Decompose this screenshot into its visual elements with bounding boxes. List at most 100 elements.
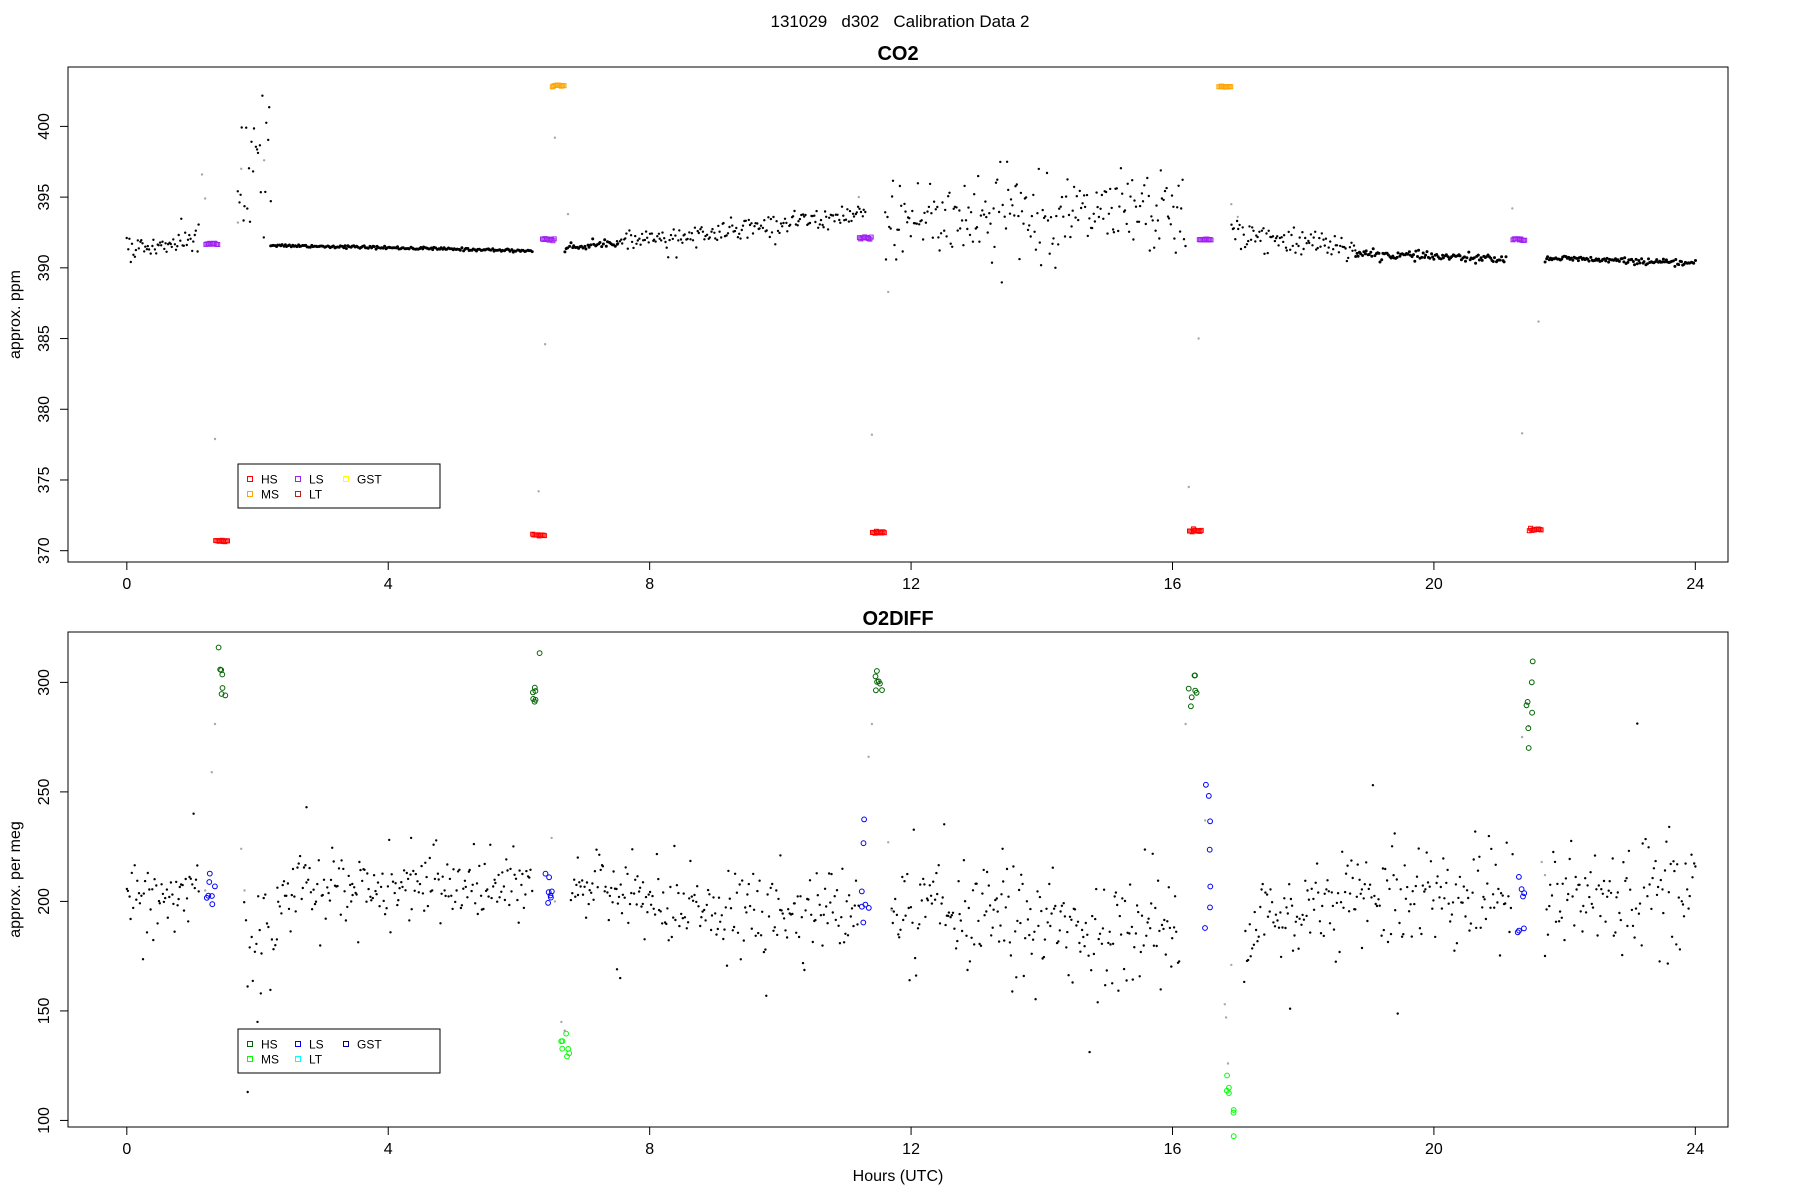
ambient-point: [409, 836, 413, 840]
transition-point: [537, 490, 540, 493]
ambient-point: [329, 878, 333, 882]
ambient-point: [756, 889, 759, 893]
ambient-point: [1681, 903, 1685, 906]
ambient-point: [786, 230, 789, 233]
calibration-point-hs: [531, 698, 538, 705]
ambient-point: [188, 233, 191, 237]
ambient-point: [1395, 878, 1399, 881]
ambient-point: [1403, 864, 1406, 867]
ambient-point: [1591, 906, 1595, 909]
ambient-point: [1377, 251, 1381, 255]
y-tick-label: 395: [36, 184, 53, 211]
ambient-point: [657, 877, 660, 881]
ambient-point: [1378, 260, 1382, 264]
ambient-point: [129, 260, 132, 264]
ambient-point: [683, 916, 687, 919]
ambient-point: [281, 883, 284, 887]
ambient-point: [1671, 259, 1675, 263]
ambient-point: [1068, 915, 1072, 918]
ambient-point: [1017, 888, 1021, 892]
ambient-point: [398, 887, 401, 890]
calibration-point-ls: [1514, 929, 1521, 936]
ambient-point: [1096, 205, 1099, 209]
ambient-point: [501, 871, 504, 874]
ambient-point: [1079, 950, 1082, 953]
ambient-point: [1323, 244, 1327, 247]
ambient-point: [258, 928, 261, 932]
ambient-point: [1131, 179, 1134, 182]
ambient-point: [685, 927, 688, 930]
ambient-point: [927, 205, 931, 209]
ambient-point: [184, 231, 187, 234]
ambient-point: [1174, 251, 1178, 254]
ambient-point: [1682, 915, 1686, 918]
ambient-point: [999, 924, 1002, 927]
ambient-point: [1305, 242, 1308, 245]
ambient-point: [837, 924, 840, 927]
ambient-point: [160, 883, 163, 886]
legend-marker: [247, 1041, 253, 1047]
ambient-point: [250, 935, 253, 939]
ambient-point: [693, 226, 697, 229]
transition-point: [1230, 203, 1233, 206]
ambient-point: [960, 219, 964, 222]
ambient-point: [620, 912, 624, 915]
ambient-point: [647, 241, 650, 244]
ambient-point: [349, 883, 352, 887]
ambient-point: [912, 828, 915, 831]
ambient-point: [405, 871, 408, 875]
ambient-point: [923, 211, 926, 215]
ambient-point: [903, 880, 906, 883]
ambient-point: [839, 221, 842, 224]
ambient-point: [782, 221, 785, 225]
ambient-point: [690, 232, 694, 235]
ambient-point: [1182, 238, 1186, 241]
ambient-point: [316, 882, 319, 886]
ambient-point: [1380, 258, 1384, 262]
ambient-point: [736, 931, 740, 934]
ambient-point: [163, 247, 166, 251]
ambient-point: [1092, 212, 1095, 215]
ambient-point: [1658, 960, 1661, 963]
calibration-point-hs: [219, 671, 226, 678]
ambient-point: [938, 922, 942, 925]
ambient-point: [895, 913, 899, 917]
ambient-point: [826, 922, 829, 925]
ambient-point: [1455, 942, 1459, 945]
legend-label: LT: [309, 488, 323, 502]
ambient-point: [581, 879, 584, 882]
ambient-point: [1026, 228, 1030, 232]
ambient-point: [1491, 260, 1495, 263]
calibration-point-ls: [209, 901, 216, 908]
ambient-point: [1246, 958, 1250, 962]
ambient-point: [1343, 890, 1347, 894]
ambient-point: [1036, 890, 1039, 893]
ambient-point: [617, 895, 621, 899]
ambient-point: [194, 878, 198, 881]
ambient-point: [1575, 256, 1579, 260]
ambient-point: [904, 210, 907, 213]
ambient-point: [1100, 942, 1104, 945]
ambient-point: [463, 879, 467, 882]
ambient-point: [404, 889, 407, 892]
ambient-point: [920, 899, 923, 902]
ambient-point: [372, 245, 376, 249]
ambient-point: [236, 190, 239, 193]
ambient-point: [815, 209, 818, 213]
calibration-point-hs: [1525, 745, 1532, 751]
ambient-point: [1128, 932, 1131, 935]
ambient-point: [1394, 909, 1397, 912]
ambient-point: [1416, 255, 1419, 258]
ambient-point: [1050, 912, 1053, 915]
ambient-point: [420, 864, 423, 868]
ambient-point: [450, 894, 453, 897]
ambient-point: [1436, 875, 1439, 878]
ambient-point: [1284, 246, 1288, 249]
ambient-point: [969, 211, 973, 214]
ambient-point: [433, 877, 437, 881]
ambient-point: [670, 935, 673, 939]
ambient-point: [376, 881, 380, 884]
ambient-point: [595, 848, 598, 851]
ambient-point: [350, 900, 353, 903]
ambient-point: [172, 902, 175, 906]
